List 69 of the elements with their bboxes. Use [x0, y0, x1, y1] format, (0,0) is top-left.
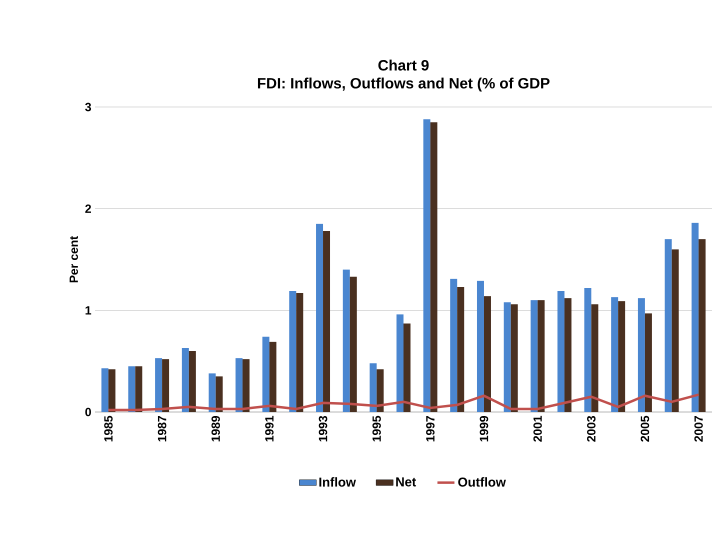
bar: [484, 296, 491, 412]
x-tick-label: 1987: [158, 416, 166, 442]
x-tick-label: 1997: [426, 416, 435, 442]
bar: [316, 224, 324, 412]
bar: [242, 359, 250, 412]
legend-label: Net: [396, 477, 416, 486]
bar: [188, 351, 196, 412]
legend-label: Outflow: [458, 477, 506, 487]
x-tick-label: 2007: [694, 416, 703, 442]
bar: [236, 358, 243, 412]
y-axis-title: Per cent: [70, 236, 78, 282]
bar: [101, 368, 108, 412]
x-tick-label: 2003: [587, 416, 596, 442]
bar: [476, 280, 484, 412]
chart-subtitle: FDI: Inflows, Outflows and Net (% of GDP: [258, 78, 550, 92]
bar: [396, 314, 404, 412]
bar: [108, 369, 116, 412]
bar: [557, 291, 564, 412]
bar: [510, 304, 518, 412]
x-tick-label: 2005: [640, 416, 650, 442]
bar: [618, 301, 626, 412]
bar: [370, 363, 377, 412]
bar: [376, 369, 384, 412]
bar: [404, 324, 411, 412]
bar: [564, 298, 572, 412]
bar: [342, 270, 350, 412]
bar: [672, 249, 679, 412]
bar: [430, 122, 438, 412]
x-tick-label: 1995: [372, 416, 381, 442]
bar: [611, 297, 618, 412]
bar: [644, 313, 652, 412]
y-tick-label: 1: [86, 306, 92, 314]
bar: [450, 278, 458, 412]
x-tick-label: 1989: [211, 416, 220, 442]
bar: [350, 276, 357, 412]
bar: [128, 366, 136, 412]
bar: [135, 366, 142, 412]
y-tick-label: 0: [85, 408, 91, 416]
x-tick-label: 1999: [480, 416, 488, 442]
bar: [698, 239, 706, 412]
bar: [323, 231, 330, 412]
legend-label: Inflow: [319, 477, 356, 487]
bar: [638, 298, 645, 412]
bar: [208, 373, 216, 412]
bar: [530, 300, 538, 412]
bar: [155, 358, 162, 412]
bar: [182, 348, 189, 412]
bar: [591, 304, 598, 412]
x-tick-label: 1993: [318, 416, 328, 442]
line-series: [107, 393, 700, 412]
bar: [538, 300, 545, 412]
chart-title: Chart 9: [378, 60, 429, 71]
y-tick-label: 3: [85, 102, 92, 112]
bar: [216, 376, 223, 412]
x-tick-label: 1991: [265, 416, 274, 442]
x-tick-label: 2001: [533, 416, 542, 442]
bar: [296, 293, 304, 412]
bar: [664, 239, 672, 412]
bar: [162, 359, 170, 412]
bar: [584, 288, 592, 412]
bar: [457, 286, 464, 412]
bar: [269, 342, 276, 412]
bar: [692, 222, 699, 412]
x-tick-label: 1985: [104, 416, 113, 442]
bar: [504, 302, 511, 412]
bar: [423, 119, 430, 412]
y-tick-label: 2: [85, 204, 92, 213]
bar: [262, 336, 270, 412]
bar: [289, 291, 296, 412]
